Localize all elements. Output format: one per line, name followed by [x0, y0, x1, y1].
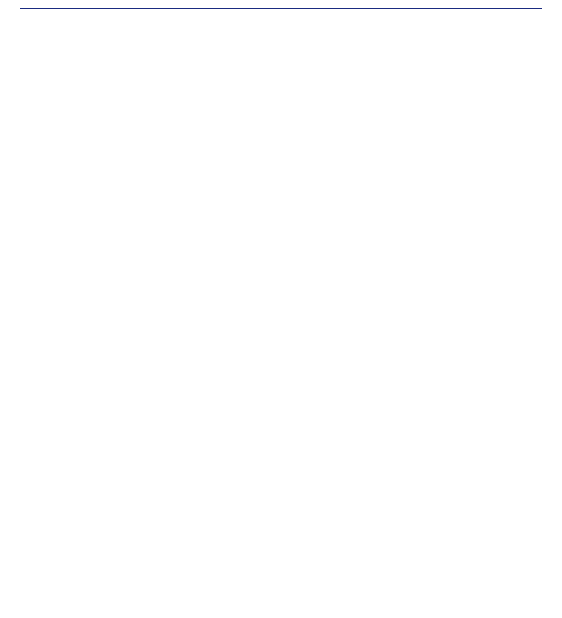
forest-plot — [10, 8, 552, 358]
figure-container — [0, 0, 562, 378]
forest-svg — [10, 8, 552, 358]
